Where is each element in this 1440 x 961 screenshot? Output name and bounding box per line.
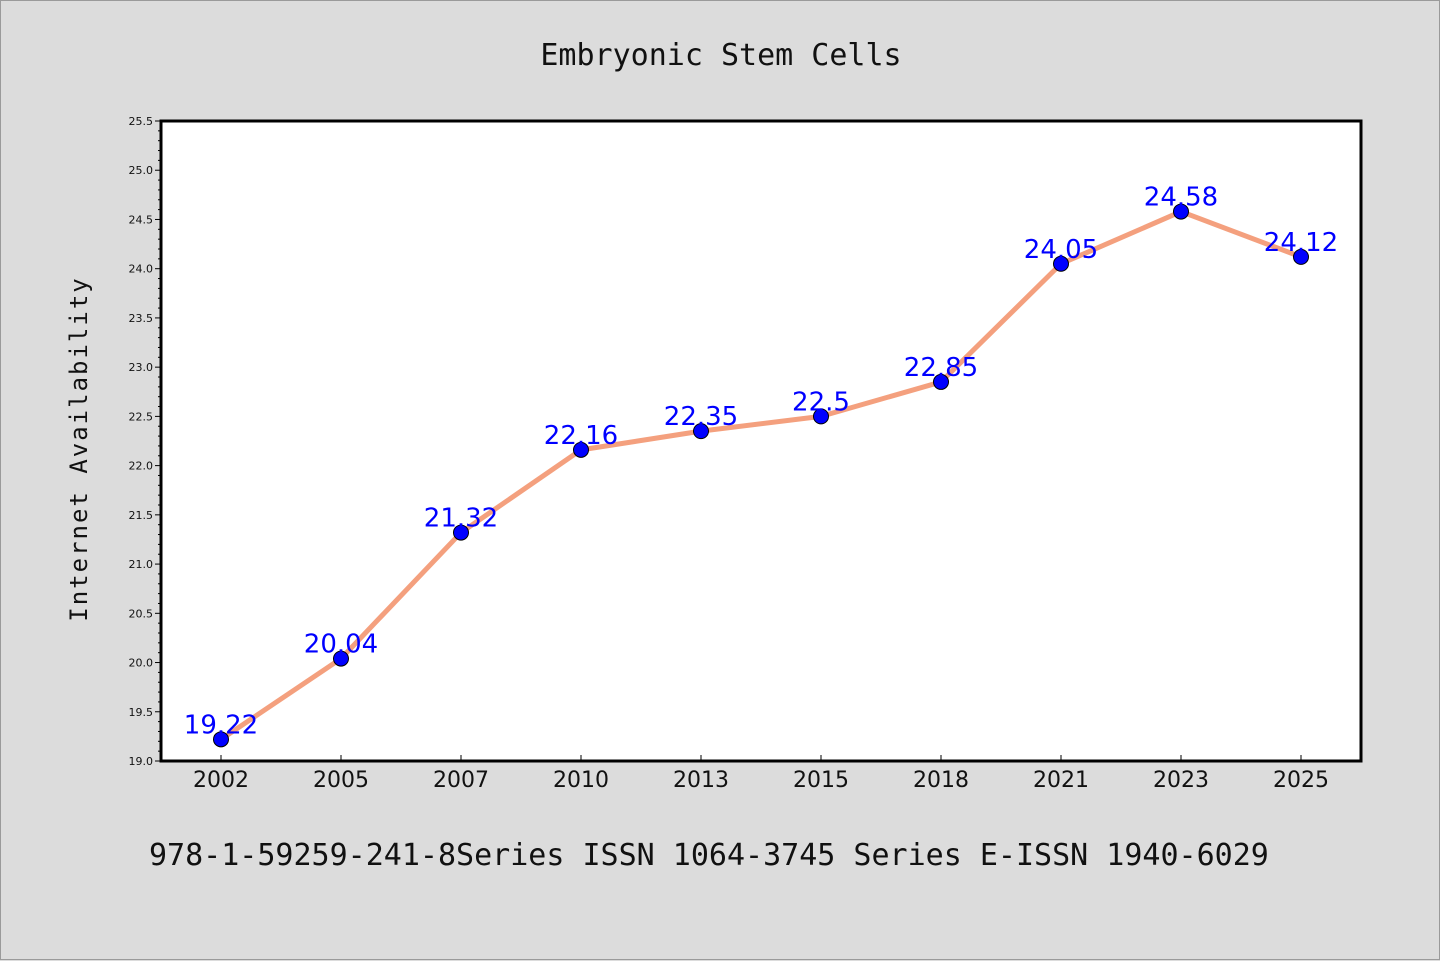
axis-ticks-layer: 19.0 19.5 20.0 20.5 21.0 21.5 22.0 22.5 23.0 23.5… (129, 115, 1330, 793)
x-tick-label: 2023 (1153, 768, 1209, 793)
plot-frame (159, 119, 1363, 763)
data-label: 22.5 (792, 387, 850, 417)
y-tick-label: 25.0 (129, 164, 154, 177)
y-axis-label: Internet Availability (65, 276, 93, 621)
x-tick-label: 2002 (193, 768, 249, 793)
data-layer: 19.22 20.04 21.32 22.16 22.35 22.5 22.85 24.05 2… (184, 183, 1338, 748)
x-tick-label: 2013 (673, 768, 729, 793)
data-label: 24.05 (1024, 235, 1098, 265)
y-tick-label: 24.0 (129, 263, 154, 276)
data-point (933, 373, 949, 390)
x-tick-label: 2025 (1273, 768, 1329, 793)
data-label: 22.16 (544, 421, 618, 451)
data-point (1053, 255, 1069, 272)
x-tick-label: 2010 (553, 768, 609, 793)
y-tick-label: 22.5 (129, 410, 154, 423)
y-tick-label: 21.5 (129, 509, 154, 522)
data-label: 21.32 (424, 504, 498, 534)
x-tick-label: 2015 (793, 768, 849, 793)
data-label: 22.35 (664, 402, 738, 432)
y-tick-label: 23.5 (129, 312, 154, 325)
x-tick-label: 2018 (913, 768, 969, 793)
data-label: 22.85 (904, 353, 978, 383)
data-point (333, 650, 349, 667)
y-tick-label: 22.0 (129, 460, 154, 473)
footer-text: 978-1-59259-241-8Series ISSN 1064-3745 S… (149, 838, 1269, 873)
data-label: 24.12 (1264, 228, 1338, 258)
y-tick-label: 19.0 (129, 755, 154, 768)
data-point (453, 524, 469, 541)
data-point (1173, 203, 1189, 220)
y-tick-label: 23.0 (129, 361, 154, 374)
data-point (693, 423, 709, 440)
y-tick-label: 19.5 (129, 706, 154, 719)
x-tick-label: 2021 (1033, 768, 1089, 793)
data-label: 19.22 (184, 710, 258, 740)
data-point (813, 408, 829, 425)
chart-title: Embryonic Stem Cells (540, 38, 901, 73)
plot-area (161, 121, 1361, 761)
x-tick-label: 2007 (433, 768, 489, 793)
data-point (1293, 248, 1309, 265)
data-point (213, 731, 229, 748)
data-point (573, 441, 589, 458)
y-tick-label: 21.0 (129, 558, 154, 571)
series-line (218, 209, 1304, 742)
y-tick-label: 20.0 (129, 657, 154, 670)
data-label: 20.04 (304, 630, 378, 660)
y-tick-label: 24.5 (129, 213, 154, 226)
data-label: 24.58 (1144, 183, 1218, 213)
x-tick-label: 2005 (313, 768, 369, 793)
y-tick-label: 20.5 (129, 607, 154, 620)
y-tick-label: 25.5 (129, 115, 154, 128)
